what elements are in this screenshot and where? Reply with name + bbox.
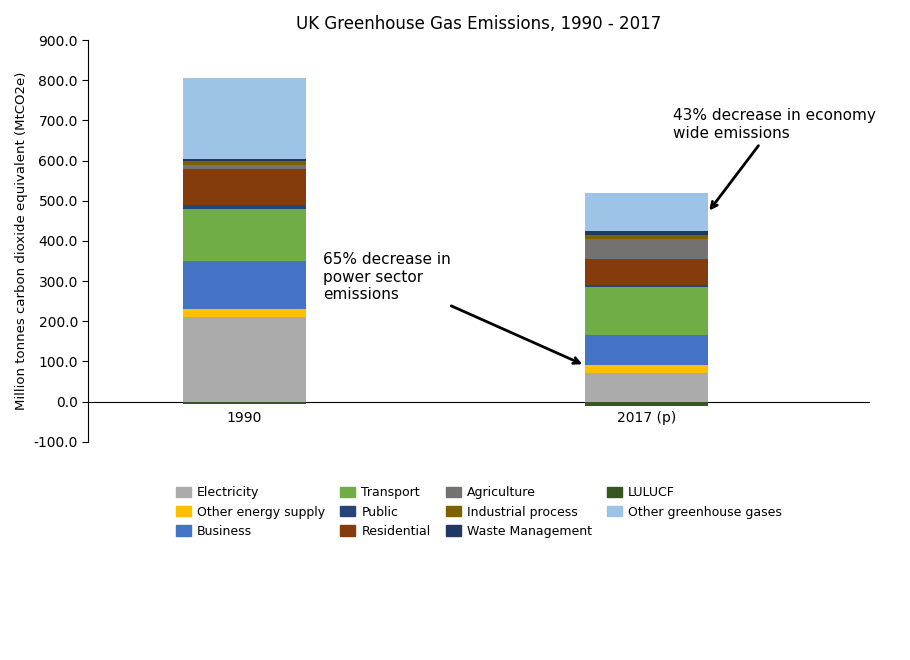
Bar <box>585 366 708 374</box>
Bar <box>183 160 306 164</box>
Bar <box>585 335 708 366</box>
Bar <box>585 287 708 335</box>
Bar <box>585 285 708 287</box>
Bar <box>183 209 306 261</box>
Bar <box>183 158 306 160</box>
Bar <box>585 259 708 285</box>
Text: 43% decrease in economy
wide emissions: 43% decrease in economy wide emissions <box>673 108 876 208</box>
Bar <box>183 261 306 309</box>
Bar <box>585 231 708 235</box>
Bar <box>183 168 306 205</box>
Y-axis label: Million tonnes carbon dioxide equivalent (MtCO2e): Million tonnes carbon dioxide equivalent… <box>15 72 28 410</box>
Bar <box>183 309 306 317</box>
Title: UK Greenhouse Gas Emissions, 1990 - 2017: UK Greenhouse Gas Emissions, 1990 - 2017 <box>297 15 662 33</box>
Bar <box>183 317 306 401</box>
Bar <box>585 193 708 231</box>
Bar <box>183 164 306 168</box>
Bar <box>183 79 306 158</box>
Bar <box>183 401 306 403</box>
Bar <box>585 239 708 259</box>
Bar <box>585 401 708 405</box>
Bar <box>183 205 306 209</box>
Bar <box>585 374 708 401</box>
Bar <box>585 235 708 239</box>
Legend: Electricity, Other energy supply, Business, Transport, Public, Residential, Agri: Electricity, Other energy supply, Busine… <box>169 480 788 544</box>
Text: 65% decrease in
power sector
emissions: 65% decrease in power sector emissions <box>323 252 580 363</box>
